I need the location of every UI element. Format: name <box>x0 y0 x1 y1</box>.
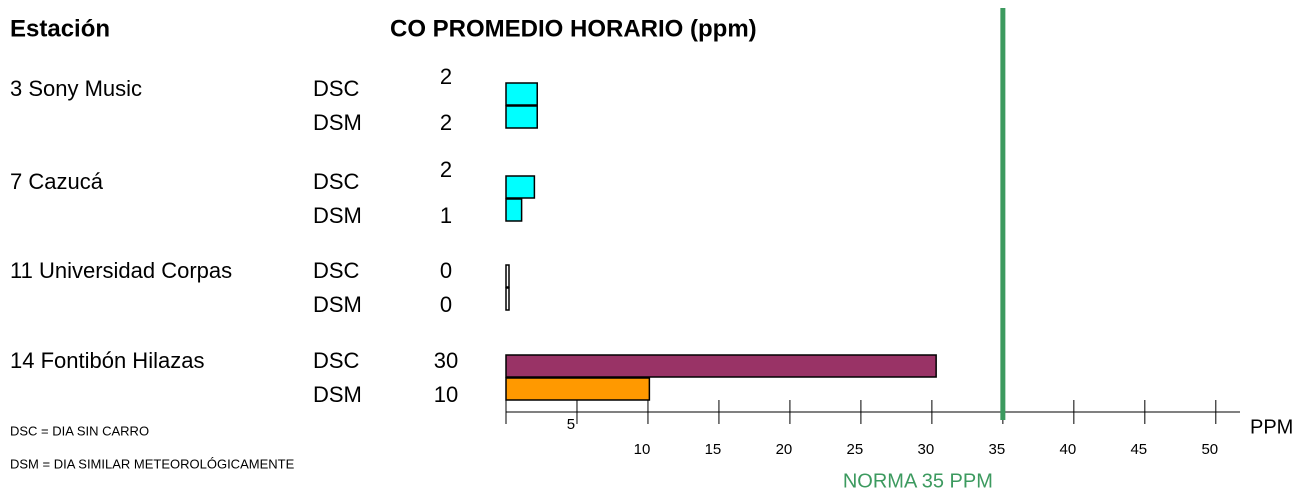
x-tick-label: 35 <box>989 441 1006 458</box>
note: DSC = DIA SIN CARRO <box>10 423 149 438</box>
bar <box>505 354 937 378</box>
value-label: 2 <box>440 64 452 89</box>
value-label: 0 <box>440 292 452 317</box>
station-label: 3 Sony Music <box>10 76 142 101</box>
row-label: DSC <box>313 76 360 101</box>
note: DSM = DIA SIMILAR METEOROLÓGICAMENTE <box>10 456 295 471</box>
x-axis-label: PPM <box>1250 416 1293 438</box>
x-tick-label: 25 <box>847 441 864 458</box>
station-label: 7 Cazucá <box>10 169 104 194</box>
row-label: DSM <box>313 382 362 407</box>
bar <box>505 82 538 106</box>
header: Estación <box>10 15 110 42</box>
value-label: 2 <box>440 110 452 135</box>
value-label: 2 <box>440 157 452 182</box>
bar <box>505 198 523 222</box>
value-label: 10 <box>434 382 458 407</box>
bar <box>505 264 510 288</box>
chart-title: CO PROMEDIO HORARIO (ppm) <box>390 15 757 42</box>
row-label: DSM <box>313 292 362 317</box>
bar <box>505 377 651 401</box>
value-label: 0 <box>440 258 452 283</box>
value-label: 1 <box>440 203 452 228</box>
station-label: 11 Universidad Corpas <box>10 258 232 283</box>
row-label: DSM <box>313 110 362 135</box>
norm-label: NORMA 35 PPM <box>843 470 993 492</box>
x-tick-label: 10 <box>634 441 651 458</box>
x-tick-label: 40 <box>1059 441 1076 458</box>
x-tick-label: 20 <box>776 441 793 458</box>
value-label: 30 <box>434 348 458 373</box>
station-label: 14 Fontibón Hilazas <box>10 348 204 373</box>
x-tick-label: 30 <box>918 441 935 458</box>
bar <box>505 175 536 199</box>
row-label: DSC <box>313 169 360 194</box>
bar <box>505 287 510 311</box>
x-tick-label: 5 <box>567 416 575 433</box>
x-tick-label: 50 <box>1201 441 1218 458</box>
row-label: DSM <box>313 203 362 228</box>
row-label: DSC <box>313 348 360 373</box>
bar <box>505 105 538 129</box>
x-tick-label: 15 <box>705 441 722 458</box>
x-tick-label: 45 <box>1130 441 1147 458</box>
row-label: DSC <box>313 258 360 283</box>
